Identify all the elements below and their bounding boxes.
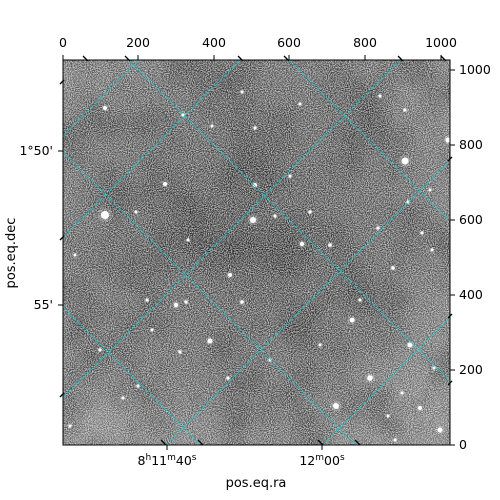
star [226,376,230,380]
star [210,124,214,128]
star [349,317,355,323]
star [163,182,167,186]
star [393,438,397,442]
star [150,328,154,332]
ra-tick-label: 12m00s [299,453,345,468]
plot-frame [62,59,451,446]
sky-image [63,60,450,445]
dec-tick-label: 1°50' [19,143,53,158]
star [430,248,434,252]
top-tick-label: 200 [126,35,150,50]
top-tick-label: 0 [59,35,67,50]
star [367,375,373,381]
coordinate-grid [63,60,450,445]
left-tick-labels: 1°50' 55' [19,143,53,312]
star [308,210,312,214]
star [288,174,292,178]
star [428,188,432,192]
star [328,243,332,247]
dec-tick-label: 55' [34,297,53,312]
star [420,231,424,235]
star [136,384,140,388]
frame-ticks [58,55,455,450]
star [101,211,109,219]
top-tick-labels: 0 200 400 600 800 1000 [59,35,457,50]
star [391,266,395,270]
star [98,348,102,352]
star [186,238,190,242]
right-tick-label: 0 [459,437,467,452]
star [253,126,257,130]
star [418,406,422,410]
star [401,157,409,165]
star [333,403,339,409]
star [250,217,256,223]
right-tick-labels: 0 200 400 600 800 1000 [459,62,491,452]
star [378,94,382,98]
star [298,102,302,106]
star [134,210,138,214]
star [432,366,436,370]
star [181,113,185,117]
star [273,214,277,218]
star [240,300,244,304]
top-tick-label: 400 [202,35,226,50]
grid-edge-ticks [59,55,453,446]
star [386,414,390,418]
y-axis-label: pos.eq.dec [4,218,19,289]
star [437,427,443,433]
star [253,183,257,187]
ra-tick-label: 8h11m40s [138,453,197,468]
star [103,106,107,110]
star [145,298,149,302]
star [228,273,232,277]
star [73,253,77,257]
star [184,300,188,304]
star [121,396,125,400]
star [240,90,244,94]
star [318,343,322,347]
star [407,342,413,348]
star [358,298,362,302]
right-tick-label: 1000 [459,62,491,77]
star [178,350,182,354]
x-axis-label: pos.eq.ra [226,476,287,491]
star [403,108,407,112]
stars [67,89,450,443]
right-tick-label: 600 [459,212,483,227]
star [173,302,179,308]
star [445,137,450,143]
top-tick-label: 800 [353,35,377,50]
right-tick-label: 800 [459,137,483,152]
top-tick-label: 600 [277,35,301,50]
right-tick-label: 200 [459,362,483,377]
top-tick-label: 1000 [425,35,457,50]
star [400,391,404,395]
bottom-tick-labels: 8h11m40s 12m00s [138,453,345,468]
star [299,241,305,247]
right-tick-label: 400 [459,287,483,302]
star [207,338,213,344]
star [376,226,380,230]
star [68,424,72,428]
star [406,200,410,204]
